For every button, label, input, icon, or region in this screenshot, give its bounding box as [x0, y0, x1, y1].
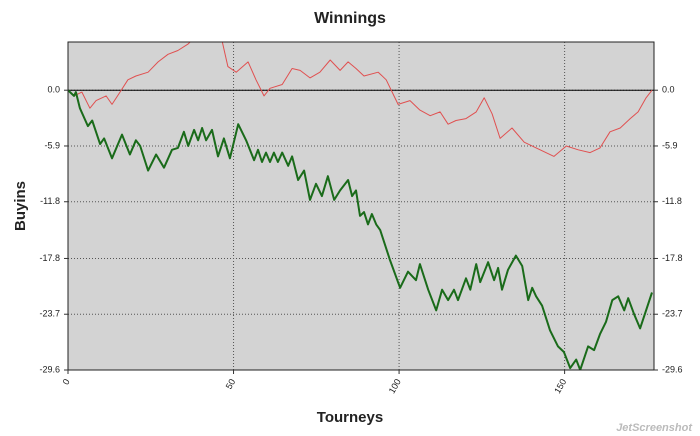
y-tick-label: 0.0 [47, 85, 60, 95]
y2-tick-label: -29.6 [662, 364, 683, 374]
y-axis-title: Buyins [12, 181, 29, 231]
y-tick-label: -11.8 [40, 196, 60, 206]
plot-border [67, 41, 655, 371]
y2-tick-label: 0.0 [662, 85, 675, 95]
x-tick-label: 0 [61, 377, 72, 386]
y2-tick-label: -23.7 [662, 309, 683, 319]
y2-tick-label: -11.8 [662, 196, 682, 206]
y-tick-label: -29.6 [39, 364, 60, 374]
chart-title: Winnings [314, 10, 386, 27]
series-layer [68, 42, 654, 370]
x-tick-label: 150 [552, 377, 568, 395]
y2-tick-label: -17.8 [662, 253, 683, 263]
plot-area [68, 42, 654, 370]
watermark: JetScreenshot [616, 422, 693, 434]
x-tick-label: 50 [224, 377, 238, 391]
series-line [68, 42, 653, 157]
x-tick-label: 100 [387, 377, 403, 395]
y-tick-label: -23.7 [39, 309, 60, 319]
y2-tick-label: -5.9 [662, 140, 678, 150]
series-line [68, 89, 653, 370]
y-tick-label: -5.9 [44, 140, 60, 150]
x-axis-title: Tourneys [317, 409, 383, 426]
y-tick-label: -17.8 [39, 253, 60, 263]
